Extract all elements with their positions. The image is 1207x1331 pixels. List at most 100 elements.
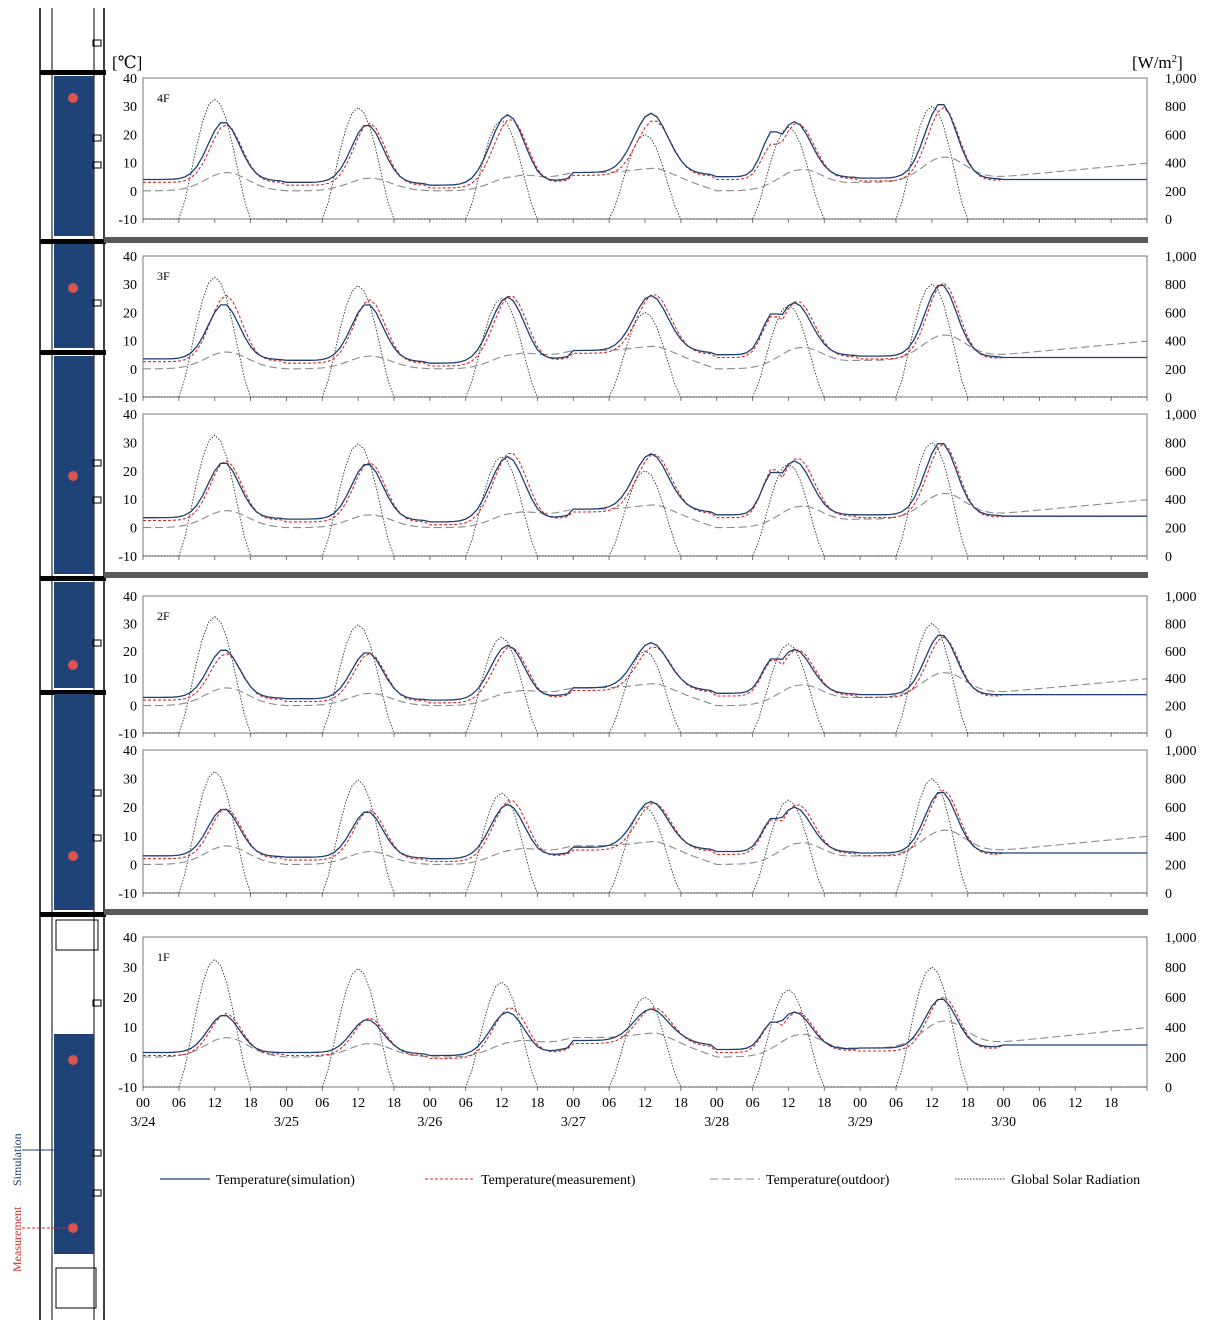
plot-frame — [142, 749, 1148, 894]
y2-tick-label: 600 — [1165, 991, 1186, 1006]
sensor-point — [68, 283, 78, 293]
x-tick-label: 12 — [208, 1096, 222, 1111]
window-mullion — [92, 834, 102, 842]
x-tick-label: 18 — [961, 1096, 975, 1111]
window-mullion — [92, 459, 102, 467]
panel-floor-label: 2F — [157, 609, 170, 623]
floor-slab — [40, 70, 106, 75]
floor-divider — [104, 572, 1148, 578]
y-tick-label: 10 — [123, 157, 137, 172]
y2-tick-label: 800 — [1165, 617, 1186, 632]
series-simulation-line — [143, 284, 1147, 364]
y-tick-label: 0 — [130, 185, 137, 200]
y2-tick-label: 200 — [1165, 1051, 1186, 1066]
y2-tick-label: 800 — [1165, 773, 1186, 788]
series-solar-line — [143, 276, 1147, 398]
y-tick-label: 30 — [123, 961, 137, 976]
y2-tick-label: 0 — [1165, 391, 1172, 406]
series-outdoor-line — [143, 492, 1148, 529]
x-date-label: 3/26 — [417, 1115, 442, 1130]
floor-slab — [40, 912, 106, 917]
panel-floor-label: 3F — [157, 269, 170, 283]
x-tick-label: 06 — [1032, 1096, 1046, 1111]
x-tick-label: 18 — [244, 1096, 258, 1111]
x-date-label: 3/29 — [848, 1115, 873, 1130]
x-tick-label: 06 — [889, 1096, 903, 1111]
x-date-label: 3/30 — [991, 1115, 1016, 1130]
y-tick-label: 0 — [130, 363, 137, 378]
series-solar-line — [143, 770, 1147, 894]
y2-tick-label: 1,000 — [1165, 250, 1197, 265]
series-outdoor-line — [143, 334, 1148, 370]
sensor-point — [68, 1055, 78, 1065]
series-measurement-line — [143, 789, 1147, 863]
y2-tick-label: 0 — [1165, 550, 1172, 565]
y-tick-label: 10 — [123, 335, 137, 350]
window-mullion — [92, 789, 102, 797]
x-date-label: 3/28 — [704, 1115, 729, 1130]
y2-tick-label: 600 — [1165, 801, 1186, 816]
right-axis-unit: [W/m2] — [1132, 53, 1183, 72]
series-measurement-line — [143, 282, 1147, 367]
series-measurement-line — [143, 996, 1147, 1060]
x-date-label: 3/25 — [274, 1115, 299, 1130]
x-tick-label: 12 — [638, 1096, 652, 1111]
x-tick-label: 00 — [997, 1096, 1011, 1111]
window-mullion — [92, 161, 102, 169]
window-mullion — [92, 1149, 102, 1157]
y2-tick-label: 200 — [1165, 363, 1186, 378]
y-tick-label: 0 — [130, 1051, 137, 1066]
y-tick-label: 40 — [123, 72, 137, 87]
x-tick-label: 00 — [136, 1096, 150, 1111]
y2-tick-label: 1,000 — [1165, 408, 1197, 423]
chart-panel: 40 30 20 10 0 -10 1,000 800 600 400 200 0 2F — [118, 590, 1196, 742]
ground-floor-frame — [55, 919, 99, 951]
plot-frame — [142, 77, 1148, 220]
x-tick-label: 18 — [387, 1096, 401, 1111]
series-outdoor-line — [143, 672, 1148, 707]
floor-slab — [40, 239, 106, 244]
y2-tick-label: 200 — [1165, 522, 1186, 537]
y2-tick-label: 1,000 — [1165, 590, 1197, 605]
y-tick-label: 20 — [123, 465, 137, 480]
y-tick-label: 10 — [123, 672, 137, 687]
panel-floor-label: 1F — [157, 950, 170, 964]
y-tick-label: 0 — [130, 700, 137, 715]
y2-tick-label: 600 — [1165, 306, 1186, 321]
y-tick-label: 10 — [123, 1021, 137, 1036]
legend: Temperature(simulation) Temperature(measu… — [160, 1173, 1140, 1188]
y2-tick-label: 0 — [1165, 727, 1172, 742]
y2-tick-label: 0 — [1165, 1081, 1172, 1096]
y2-tick-label: 800 — [1165, 100, 1186, 115]
room-block — [54, 244, 94, 348]
y2-tick-label: 200 — [1165, 185, 1186, 200]
series-simulation-line — [143, 104, 1147, 186]
floor-divider — [104, 909, 1148, 915]
series-measurement-line — [143, 443, 1147, 526]
series-outdoor-line — [143, 1020, 1148, 1058]
y-tick-label: 20 — [123, 306, 137, 321]
chart-panel: 40 30 20 10 0 -10 1,000 800 600 400 200 0 1F — [118, 931, 1196, 1096]
y2-tick-label: 400 — [1165, 335, 1186, 350]
series-solar-line — [143, 958, 1147, 1088]
sensor-point — [68, 471, 78, 481]
x-date-label: 3/27 — [561, 1115, 586, 1130]
x-tick-label: 06 — [315, 1096, 329, 1111]
series-solar-line — [143, 434, 1147, 557]
series-outdoor-line — [143, 829, 1148, 865]
window-mullion — [92, 1189, 102, 1197]
x-tick-label: 00 — [853, 1096, 867, 1111]
window-mullion — [92, 39, 102, 47]
building-section-diagram: Simulation Measurement — [10, 8, 106, 1320]
y-tick-label: 30 — [123, 436, 137, 451]
y-tick-label: 40 — [123, 931, 137, 946]
charts-area: [℃] [W/m2]403020100-101,00080060040020004… — [104, 53, 1197, 1096]
floor-slab — [40, 350, 106, 355]
series-simulation-line — [143, 443, 1147, 523]
plot-frame — [142, 595, 1148, 734]
y2-tick-label: 200 — [1165, 858, 1186, 873]
panel-floor-label: 4F — [157, 91, 170, 105]
y-tick-label: 40 — [123, 250, 137, 265]
plot-frame — [142, 413, 1148, 557]
